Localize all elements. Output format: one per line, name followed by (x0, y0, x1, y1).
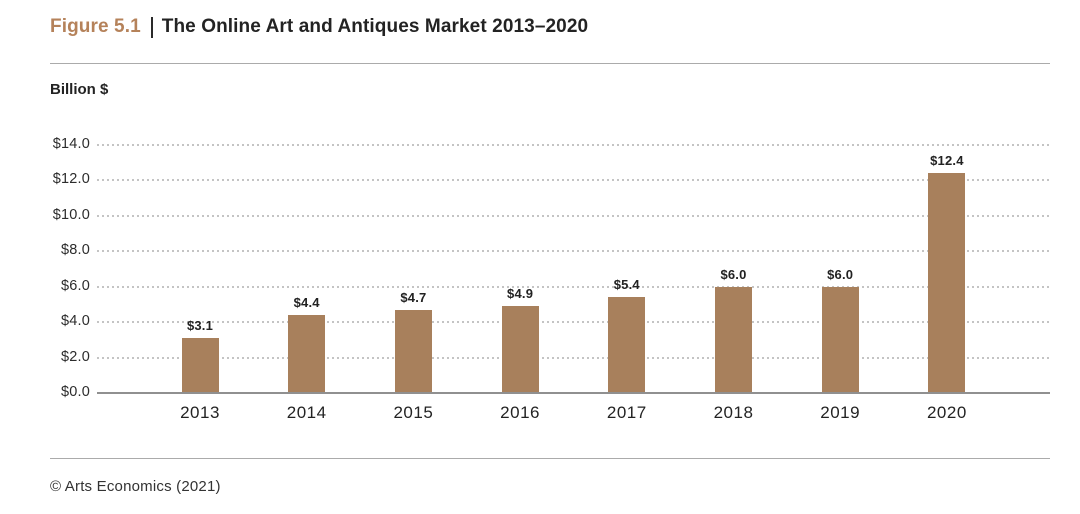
bar-2013 (181, 337, 219, 392)
x-tick-label: 2018 (713, 403, 754, 422)
x-axis-line (97, 392, 1050, 394)
bar-2018 (715, 286, 752, 392)
y-axis-units-label: Billion $ (50, 81, 109, 98)
y-tick-label: $10.0 (52, 206, 90, 223)
y-tick-label: $0.0 (60, 384, 90, 400)
x-tick-label: 2017 (606, 403, 647, 422)
page-title: The Online Art and Antiques Market 2013–… (161, 16, 589, 37)
header-divider (50, 63, 1050, 64)
bar-2015 (394, 309, 432, 392)
bar-2016 (501, 306, 539, 392)
title-separator (150, 16, 153, 38)
bar-2017 (608, 297, 646, 392)
gridline (97, 356, 1050, 359)
bar-value-label: $4.7 (400, 289, 427, 305)
x-tick-label: 2014 (286, 403, 327, 422)
bar-value-label: $3.1 (186, 317, 214, 333)
gridline (97, 214, 1050, 217)
y-tick-label: $14.0 (52, 135, 90, 152)
bar-value-label: $6.0 (720, 266, 747, 282)
bar-value-label: $4.4 (293, 294, 320, 310)
gridline (97, 143, 1050, 146)
x-tick-label: 2019 (820, 403, 861, 422)
figure-title: Figure 5.1 The Online Art and Antiques M… (50, 16, 588, 38)
gridline (97, 285, 1050, 288)
bar-value-label: $5.4 (613, 277, 640, 293)
figure-number-label: Figure 5.1 (50, 16, 141, 37)
y-tick-label: $8.0 (60, 242, 90, 258)
bar-value-label: $6.0 (827, 266, 854, 282)
source-attribution: © Arts Economics (2021) (50, 478, 221, 495)
bar-2020 (928, 172, 966, 392)
x-tick-label: 2013 (180, 403, 220, 422)
x-tick-label: 2015 (393, 403, 434, 422)
bar-2019 (821, 286, 859, 392)
footer-divider (50, 458, 1050, 459)
bar-value-label: $12.4 (930, 152, 964, 168)
y-tick-label: $4.0 (60, 313, 90, 329)
bar-value-label: $4.9 (507, 286, 534, 302)
x-tick-label: 2016 (500, 403, 540, 422)
gridline (97, 250, 1050, 252)
y-tick-label: $2.0 (60, 348, 90, 365)
y-tick-label: $12.0 (52, 171, 90, 187)
x-tick-label: 2020 (926, 403, 967, 422)
gridline (97, 321, 1050, 323)
y-tick-label: $6.0 (60, 277, 90, 294)
bar-2014 (288, 314, 326, 392)
gridline (97, 179, 1050, 181)
